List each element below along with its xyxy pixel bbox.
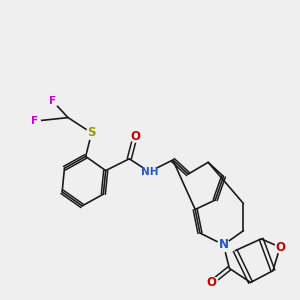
Text: F: F xyxy=(32,116,39,126)
Text: S: S xyxy=(87,126,96,140)
Text: N: N xyxy=(218,238,229,251)
Text: O: O xyxy=(130,130,140,143)
Text: O: O xyxy=(275,241,285,254)
Text: F: F xyxy=(49,96,56,106)
Text: NH: NH xyxy=(140,167,158,177)
Text: O: O xyxy=(207,276,217,289)
